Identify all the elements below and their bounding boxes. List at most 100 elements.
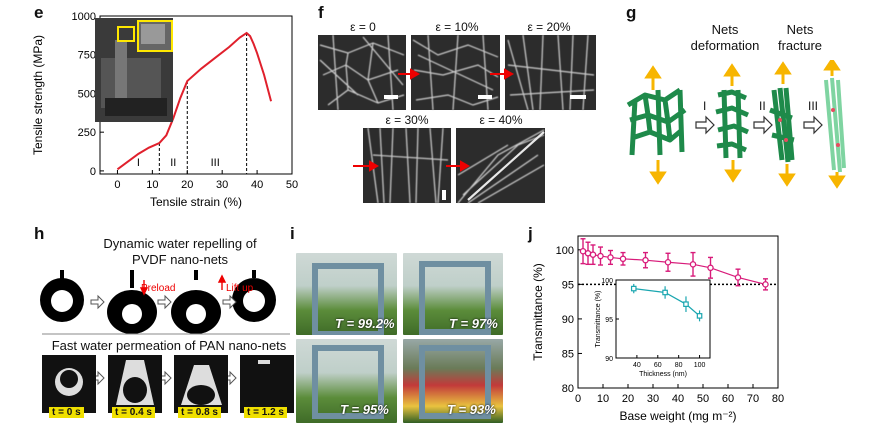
j-xtick-label: 60 <box>722 393 734 405</box>
j-inset-ylabel: Transmittance (%) <box>595 291 602 348</box>
stage1-line2: deformation <box>690 38 760 53</box>
preload-label: Preload <box>141 283 176 294</box>
e-xtick-label: 30 <box>216 179 228 191</box>
transmittance-label-4: T = 93% <box>447 402 496 417</box>
e-xtick-label: 10 <box>146 179 158 191</box>
j-xtick-label: 0 <box>575 393 581 405</box>
transmittance-label-1: T = 99.2% <box>335 316 395 331</box>
j-xlabel: Base weight (mg m⁻²) <box>619 409 736 423</box>
j-inset-ytick-label: 95 <box>605 317 613 324</box>
j-inset-point <box>683 301 689 307</box>
j-inset-series-line <box>633 287 700 317</box>
sem-label-30: ε = 30% <box>385 113 429 127</box>
e-ylabel: Tensile strength (MPa) <box>31 35 45 155</box>
stage2-line2: fracture <box>777 38 823 53</box>
j-xtick-label: 10 <box>597 393 609 405</box>
e-xtick-label: 20 <box>181 179 193 191</box>
droplet-diagram <box>40 270 294 413</box>
j-point <box>664 259 672 266</box>
j-ylabel: Transmittance (%) <box>531 263 545 361</box>
time-label-0: t = 0 s <box>49 407 84 418</box>
roman-III: III <box>808 99 819 113</box>
h-subtitle: Fast water permeation of PAN nano-nets <box>51 338 287 353</box>
transmittance-photo-2 <box>403 253 503 335</box>
roman-II: II <box>759 99 766 113</box>
j-point <box>619 255 627 263</box>
e-xtick-label: 40 <box>251 179 263 191</box>
liftup-label: Lift up <box>226 283 254 294</box>
e-ytick-label: 750 <box>78 50 96 62</box>
j-xtick-label: 30 <box>647 393 659 405</box>
transmittance-chart: 0 10 20 30 40 50 60 70 80 80 85 90 95 100 Base weight … <box>531 235 784 423</box>
e-ytick-label: 250 <box>78 127 96 139</box>
h-title-line2: PVDF nano-nets <box>131 252 229 267</box>
time-label-1: t = 0.4 s <box>112 407 155 418</box>
transmittance-label-2: T = 97% <box>449 316 498 331</box>
j-point <box>642 256 649 264</box>
j-point <box>607 254 614 261</box>
j-ytick-label: 100 <box>556 245 574 257</box>
time-label-2: t = 0.8 s <box>178 407 221 418</box>
roman-I: I <box>703 99 707 113</box>
j-point <box>589 251 597 258</box>
j-point <box>597 252 604 260</box>
stage1-line1: Nets <box>711 22 739 37</box>
j-inset-xtick-label: 60 <box>654 362 662 369</box>
sem-label-10: ε = 10% <box>435 20 479 34</box>
e-series-line <box>116 31 273 171</box>
panel-letter-h: h <box>34 224 45 243</box>
stage2-line1: Nets <box>786 22 814 37</box>
e-xlabel: Tensile strain (%) <box>150 195 242 209</box>
panel-letter-e: e <box>34 3 44 22</box>
j-xtick-label: 70 <box>747 393 759 405</box>
j-inset-xtick-label: 100 <box>694 362 706 369</box>
j-inset-point <box>696 313 703 319</box>
j-inset-ytick-label: 90 <box>605 356 613 363</box>
e-region-label: III <box>211 157 220 169</box>
stage-label-fracture: Nets fracture <box>770 22 830 54</box>
e-ytick-label: 1000 <box>72 11 96 23</box>
j-xtick-label: 20 <box>622 393 634 405</box>
j-inset-ytick-label: 100 <box>601 278 613 285</box>
e-ytick-label: 500 <box>78 88 96 100</box>
transmittance-label-3: T = 95% <box>340 402 389 417</box>
j-ytick-label: 85 <box>562 348 574 360</box>
j-point <box>734 274 742 281</box>
time-label-3: t = 1.2 s <box>244 407 287 418</box>
h-title-line1: Dynamic water repelling of <box>103 236 257 251</box>
sem-label-0: ε = 0 <box>350 20 376 34</box>
j-inset-xtick-label: 80 <box>675 362 683 369</box>
e-ytick-label: 0 <box>90 166 96 178</box>
j-ytick-label: 95 <box>562 279 574 291</box>
transmittance-photo-1 <box>296 253 397 335</box>
j-inset-xtick-label: 40 <box>633 362 641 369</box>
sem-label-40: ε = 40% <box>479 113 523 127</box>
panel-letter-g: g <box>626 3 637 22</box>
j-xtick-label: 80 <box>772 393 784 405</box>
j-inset-point <box>662 289 668 296</box>
j-inset-point <box>630 285 637 292</box>
e-region-label: II <box>170 157 176 169</box>
j-point <box>689 261 697 268</box>
j-ytick-label: 80 <box>562 383 574 395</box>
stage-label-deformation: Nets deformation <box>680 22 770 54</box>
sem-label-20: ε = 20% <box>527 20 571 34</box>
e-region-label: I <box>137 157 140 169</box>
sem-images <box>318 35 596 204</box>
h-title: Dynamic water repelling of PVDF nano-net… <box>60 236 300 268</box>
net-deformation-diagram <box>626 60 846 189</box>
j-inset-xlabel: Thickness (nm) <box>639 371 687 378</box>
panel-letter-f: f <box>318 3 324 22</box>
j-ytick-label: 90 <box>562 314 574 326</box>
transmittance-photo-3 <box>296 339 397 423</box>
panel-letter-i: i <box>290 224 295 243</box>
tensile-machine-photo <box>95 18 173 122</box>
panel-letter-j: j <box>528 224 533 243</box>
j-xtick-label: 50 <box>697 393 709 405</box>
transmittance-photo-4 <box>403 339 503 423</box>
e-xtick-label: 50 <box>286 179 298 191</box>
j-point <box>762 281 769 288</box>
j-point <box>707 264 714 272</box>
e-xtick-label: 0 <box>114 179 120 191</box>
